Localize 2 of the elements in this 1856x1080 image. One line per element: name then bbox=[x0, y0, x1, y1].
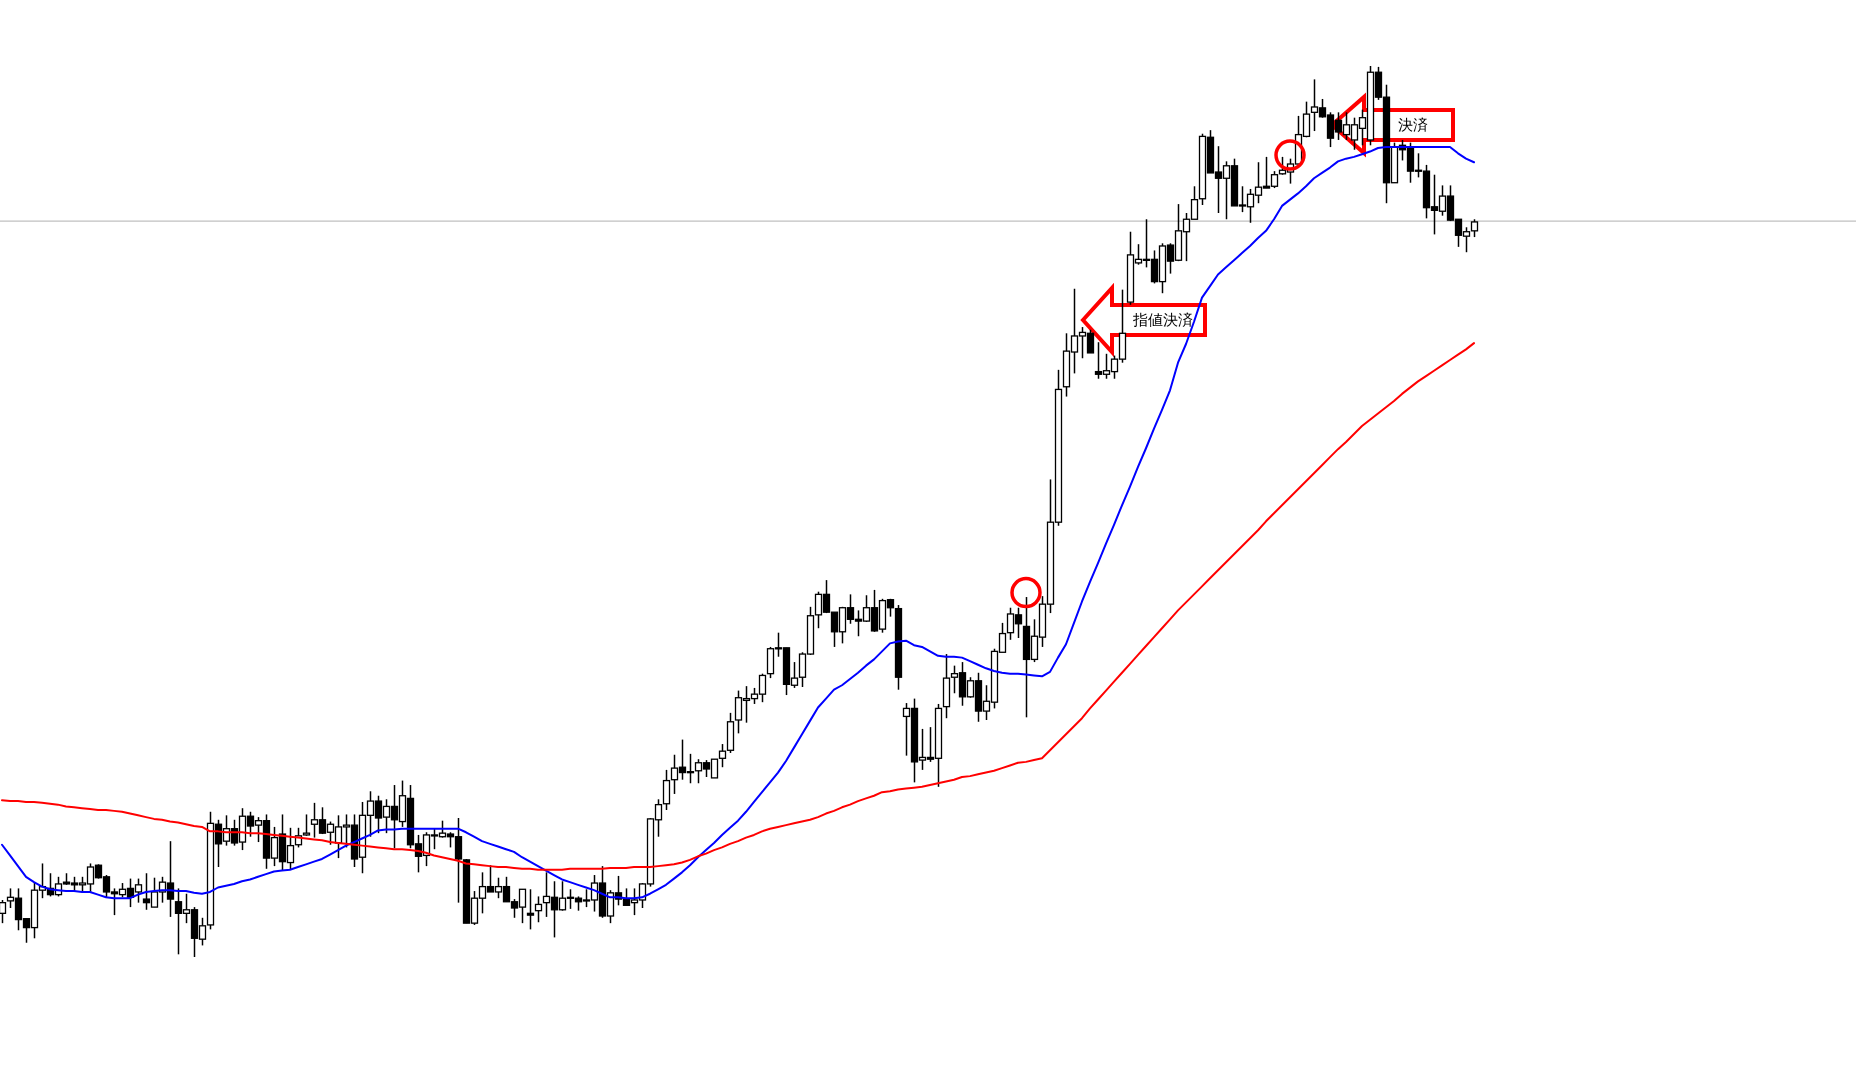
annotation: 指値決済 bbox=[1132, 311, 1193, 329]
annotation: 決済 bbox=[1397, 116, 1428, 134]
